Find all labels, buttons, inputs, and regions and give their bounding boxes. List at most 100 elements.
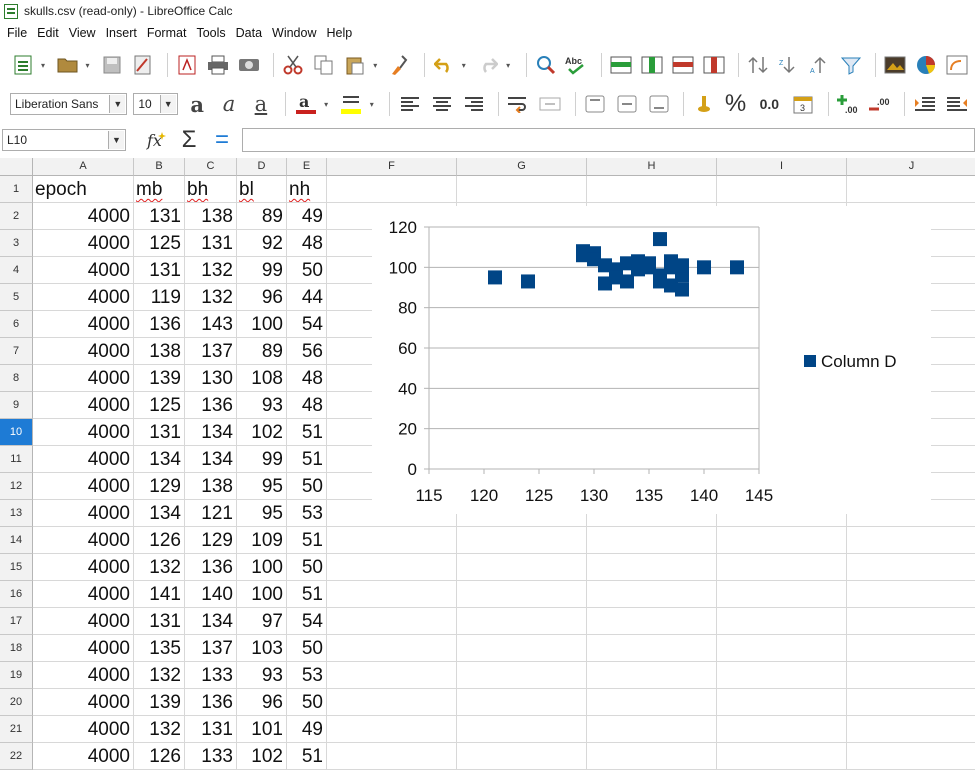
menu-data[interactable]: Data bbox=[235, 26, 263, 40]
select-all-corner[interactable] bbox=[0, 158, 33, 176]
cell-j17[interactable] bbox=[847, 608, 975, 635]
cell-i19[interactable] bbox=[717, 662, 847, 689]
cell-a10[interactable]: 4000 bbox=[33, 419, 134, 446]
cell-e5[interactable]: 44 bbox=[287, 284, 327, 311]
cell-a15[interactable]: 4000 bbox=[33, 554, 134, 581]
cell-g17[interactable] bbox=[457, 608, 587, 635]
cell-d4[interactable]: 99 bbox=[237, 257, 287, 284]
cell-b10[interactable]: 131 bbox=[134, 419, 185, 446]
column-header-e[interactable]: E bbox=[287, 158, 327, 176]
cell-b19[interactable]: 132 bbox=[134, 662, 185, 689]
cell-d21[interactable]: 101 bbox=[237, 716, 287, 743]
cell-i22[interactable] bbox=[717, 743, 847, 770]
paste-icon[interactable] bbox=[342, 51, 368, 79]
cell-c21[interactable]: 131 bbox=[185, 716, 237, 743]
column-header-c[interactable]: C bbox=[185, 158, 237, 176]
cell-g14[interactable] bbox=[457, 527, 587, 554]
new-dropdown-icon[interactable]: ▾ bbox=[41, 60, 46, 70]
row-header-1[interactable]: 1 bbox=[0, 176, 33, 203]
align-center-icon[interactable] bbox=[428, 90, 455, 118]
cell-b17[interactable]: 131 bbox=[134, 608, 185, 635]
row-header-12[interactable]: 12 bbox=[0, 473, 33, 500]
sort-ascending-icon[interactable]: A bbox=[807, 51, 833, 79]
cell-e20[interactable]: 50 bbox=[287, 689, 327, 716]
row-header-17[interactable]: 17 bbox=[0, 608, 33, 635]
row-header-20[interactable]: 20 bbox=[0, 689, 33, 716]
font-name-box[interactable]: Liberation Sans ▼ bbox=[10, 93, 128, 115]
menu-format[interactable]: Format bbox=[146, 26, 187, 40]
cell-e10[interactable]: 51 bbox=[287, 419, 327, 446]
cell-d12[interactable]: 95 bbox=[237, 473, 287, 500]
cell-b11[interactable]: 134 bbox=[134, 446, 185, 473]
function-wizard-icon[interactable]: fx bbox=[142, 126, 170, 154]
sort-descending-icon[interactable]: Z bbox=[776, 51, 802, 79]
cell-j22[interactable] bbox=[847, 743, 975, 770]
cell-h18[interactable] bbox=[587, 635, 717, 662]
column-header-i[interactable]: I bbox=[717, 158, 847, 176]
cell-j14[interactable] bbox=[847, 527, 975, 554]
cell-d5[interactable]: 96 bbox=[237, 284, 287, 311]
cell-c2[interactable]: 138 bbox=[185, 203, 237, 230]
column-header-a[interactable]: A bbox=[33, 158, 134, 176]
align-middle-icon[interactable] bbox=[614, 90, 641, 118]
cell-j21[interactable] bbox=[847, 716, 975, 743]
export-pdf-icon[interactable] bbox=[174, 51, 200, 79]
cell-b18[interactable]: 135 bbox=[134, 635, 185, 662]
chevron-down-icon[interactable]: ▼ bbox=[108, 131, 124, 149]
menu-help[interactable]: Help bbox=[326, 26, 353, 40]
cell-e19[interactable]: 53 bbox=[287, 662, 327, 689]
cell-e7[interactable]: 56 bbox=[287, 338, 327, 365]
row-header-6[interactable]: 6 bbox=[0, 311, 33, 338]
cell-c18[interactable]: 137 bbox=[185, 635, 237, 662]
row-header-7[interactable]: 7 bbox=[0, 338, 33, 365]
cell-a5[interactable]: 4000 bbox=[33, 284, 134, 311]
find-replace-icon[interactable] bbox=[533, 51, 559, 79]
cell-h15[interactable] bbox=[587, 554, 717, 581]
cell-e21[interactable]: 49 bbox=[287, 716, 327, 743]
cell-j16[interactable] bbox=[847, 581, 975, 608]
cell-e2[interactable]: 49 bbox=[287, 203, 327, 230]
row-header-10[interactable]: 10 bbox=[0, 419, 33, 446]
cell-d17[interactable]: 97 bbox=[237, 608, 287, 635]
cell-a21[interactable]: 4000 bbox=[33, 716, 134, 743]
insert-image-icon[interactable] bbox=[882, 51, 908, 79]
cell-c3[interactable]: 131 bbox=[185, 230, 237, 257]
cell-f14[interactable] bbox=[327, 527, 457, 554]
redo-dropdown-icon[interactable]: ▾ bbox=[506, 60, 511, 70]
cell-f22[interactable] bbox=[327, 743, 457, 770]
cell-i18[interactable] bbox=[717, 635, 847, 662]
copy-icon[interactable] bbox=[311, 51, 337, 79]
cell-b20[interactable]: 139 bbox=[134, 689, 185, 716]
column-header-h[interactable]: H bbox=[587, 158, 717, 176]
cell-b22[interactable]: 126 bbox=[134, 743, 185, 770]
cell-i14[interactable] bbox=[717, 527, 847, 554]
cell-c10[interactable]: 134 bbox=[185, 419, 237, 446]
cell-i15[interactable] bbox=[717, 554, 847, 581]
cell-j15[interactable] bbox=[847, 554, 975, 581]
cell-i16[interactable] bbox=[717, 581, 847, 608]
row-header-14[interactable]: 14 bbox=[0, 527, 33, 554]
cell-a20[interactable]: 4000 bbox=[33, 689, 134, 716]
cell-d15[interactable]: 100 bbox=[237, 554, 287, 581]
cell-b13[interactable]: 134 bbox=[134, 500, 185, 527]
cell-h17[interactable] bbox=[587, 608, 717, 635]
font-color-icon[interactable]: a bbox=[292, 90, 319, 118]
add-decimal-place-icon[interactable]: .00 bbox=[835, 90, 862, 118]
redo-icon[interactable] bbox=[475, 51, 501, 79]
cell-b6[interactable]: 136 bbox=[134, 311, 185, 338]
delete-decimal-place-icon[interactable]: .00 bbox=[866, 90, 893, 118]
row-header-9[interactable]: 9 bbox=[0, 392, 33, 419]
align-bottom-icon[interactable] bbox=[645, 90, 672, 118]
scatter-chart[interactable]: 0 20 40 60 80 100 120 115 120 125 130 135 140 145 Colu… bbox=[372, 206, 931, 514]
cell-a7[interactable]: 4000 bbox=[33, 338, 134, 365]
cell-a8[interactable]: 4000 bbox=[33, 365, 134, 392]
cell-f19[interactable] bbox=[327, 662, 457, 689]
cell-a2[interactable]: 4000 bbox=[33, 203, 134, 230]
menu-file[interactable]: File bbox=[7, 26, 28, 40]
cell-a18[interactable]: 4000 bbox=[33, 635, 134, 662]
cell-a4[interactable]: 4000 bbox=[33, 257, 134, 284]
delete-columns-icon[interactable] bbox=[701, 51, 727, 79]
cell-a6[interactable]: 4000 bbox=[33, 311, 134, 338]
highlight-dropdown-icon[interactable]: ▾ bbox=[369, 99, 374, 109]
cell-e12[interactable]: 50 bbox=[287, 473, 327, 500]
